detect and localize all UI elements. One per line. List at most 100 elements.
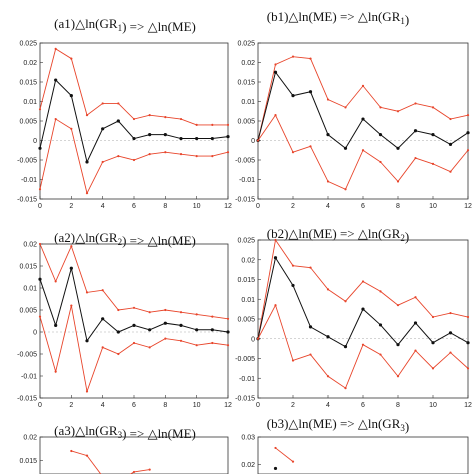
data-point-upper (70, 245, 73, 248)
data-point-lower (132, 341, 136, 345)
x-tick-label: 12 (464, 402, 472, 409)
y-tick-label: -0.005 (17, 352, 37, 359)
y-tick-label: 0.015 (237, 277, 255, 284)
data-point-lower (344, 387, 347, 390)
data-point-upper (344, 300, 347, 303)
y-tick-label: 0.03 (241, 435, 255, 442)
data-point-upper (38, 242, 42, 246)
data-point-upper (85, 291, 89, 294)
data-point-upper (211, 123, 214, 126)
data-point-estimate (132, 136, 136, 141)
data-point-upper (449, 311, 452, 315)
data-point-estimate (273, 466, 278, 471)
data-point-estimate (69, 94, 73, 98)
data-point-estimate (308, 90, 313, 94)
data-point-lower (309, 145, 312, 148)
data-point-estimate (343, 345, 348, 349)
data-point-lower (396, 375, 400, 378)
data-point-lower (54, 370, 57, 373)
data-point-upper (101, 102, 104, 105)
data-point-lower (309, 353, 312, 356)
data-point-estimate (291, 283, 295, 288)
x-tick-label: 6 (361, 402, 365, 409)
plot-frame (257, 239, 469, 399)
data-point-lower (164, 337, 167, 340)
data-point-lower (195, 155, 198, 158)
data-point-estimate (179, 323, 183, 327)
panel-3: (a2)△ln(GR2) => △ln(ME) 0.02 0.015 0.01 0.00… (17, 230, 232, 409)
data-point-upper (226, 317, 230, 320)
data-point-upper (132, 306, 136, 309)
data-point-upper (179, 117, 183, 121)
x-tick-label: 8 (396, 402, 400, 409)
data-point-estimate (148, 328, 152, 332)
series-line-upper (257, 238, 469, 339)
data-point-lower (431, 367, 435, 370)
data-point-upper (291, 264, 295, 267)
x-tick-label: 2 (291, 402, 295, 409)
data-point-estimate (308, 325, 313, 329)
x-tick-label: 6 (132, 402, 136, 409)
panel-title: (b1)△ln(ME) => △ln(GR1) (267, 9, 409, 27)
data-point-lower (274, 304, 277, 307)
data-point-lower (344, 188, 347, 191)
data-point-estimate (413, 129, 418, 133)
panel-1: (a1)△ln(GR1) => △ln(ME) 0.025 0.02 0.015 0.0… (17, 16, 232, 210)
x-tick-label: 4 (326, 402, 330, 409)
x-tick-label: 0 (256, 203, 260, 210)
panel-5: (a3)△ln(GR3) => △ln(ME) 0.02 0.015 (19, 423, 229, 474)
data-point-upper (132, 117, 136, 121)
y-tick-label: 0.005 (19, 308, 37, 315)
data-point-upper (195, 313, 198, 316)
data-point-estimate (179, 136, 183, 141)
series-line-upper (39, 48, 228, 126)
x-tick-label: 2 (69, 402, 73, 409)
data-point-upper (361, 84, 365, 87)
series-line-estimate (39, 268, 229, 343)
data-point-lower (326, 180, 330, 183)
y-tick-label: -0.015 (235, 396, 255, 403)
data-point-estimate (116, 119, 120, 123)
data-point-lower (117, 155, 120, 158)
y-tick-label: -0.01 (239, 376, 255, 383)
data-point-upper (309, 57, 312, 60)
y-tick-label: 0.02 (241, 462, 255, 469)
data-point-lower (101, 346, 104, 349)
panel-title: (b2)△ln(ME) => △ln(GR2) (267, 226, 409, 244)
y-tick-label: -0.015 (17, 396, 37, 403)
data-point-upper (226, 123, 230, 126)
data-point-upper (274, 446, 277, 450)
data-point-upper (148, 114, 151, 117)
data-point-upper (326, 288, 330, 291)
x-tick-label: 2 (69, 203, 73, 210)
data-point-estimate (54, 78, 58, 82)
plot-frame (39, 436, 229, 474)
data-point-estimate (85, 339, 89, 343)
data-point-upper (164, 116, 167, 119)
data-point-lower (274, 114, 277, 117)
data-point-lower (85, 192, 89, 195)
y-tick-label: 0.025 (19, 41, 37, 48)
data-point-lower (449, 170, 452, 173)
data-point-estimate (163, 321, 167, 325)
data-point-estimate (448, 331, 453, 335)
data-point-upper (431, 106, 435, 109)
y-tick-label: 0.01 (23, 99, 37, 106)
data-point-estimate (361, 117, 365, 121)
data-point-estimate (431, 133, 435, 137)
data-point-estimate (273, 256, 278, 260)
data-point-estimate (291, 94, 295, 98)
series-line-estimate (257, 71, 469, 150)
data-point-lower (195, 344, 198, 347)
y-tick-label: 0.015 (19, 458, 37, 465)
y-tick-label: -0.005 (235, 158, 255, 165)
x-tick-label: 4 (101, 402, 105, 409)
y-tick-label: 0 (33, 138, 37, 145)
y-tick-label: 0.015 (19, 264, 37, 271)
data-point-upper (164, 308, 167, 312)
data-point-estimate (361, 307, 365, 311)
data-point-estimate (326, 133, 330, 137)
data-point-estimate (448, 142, 453, 146)
data-point-estimate (101, 127, 105, 131)
data-point-upper (431, 315, 435, 319)
